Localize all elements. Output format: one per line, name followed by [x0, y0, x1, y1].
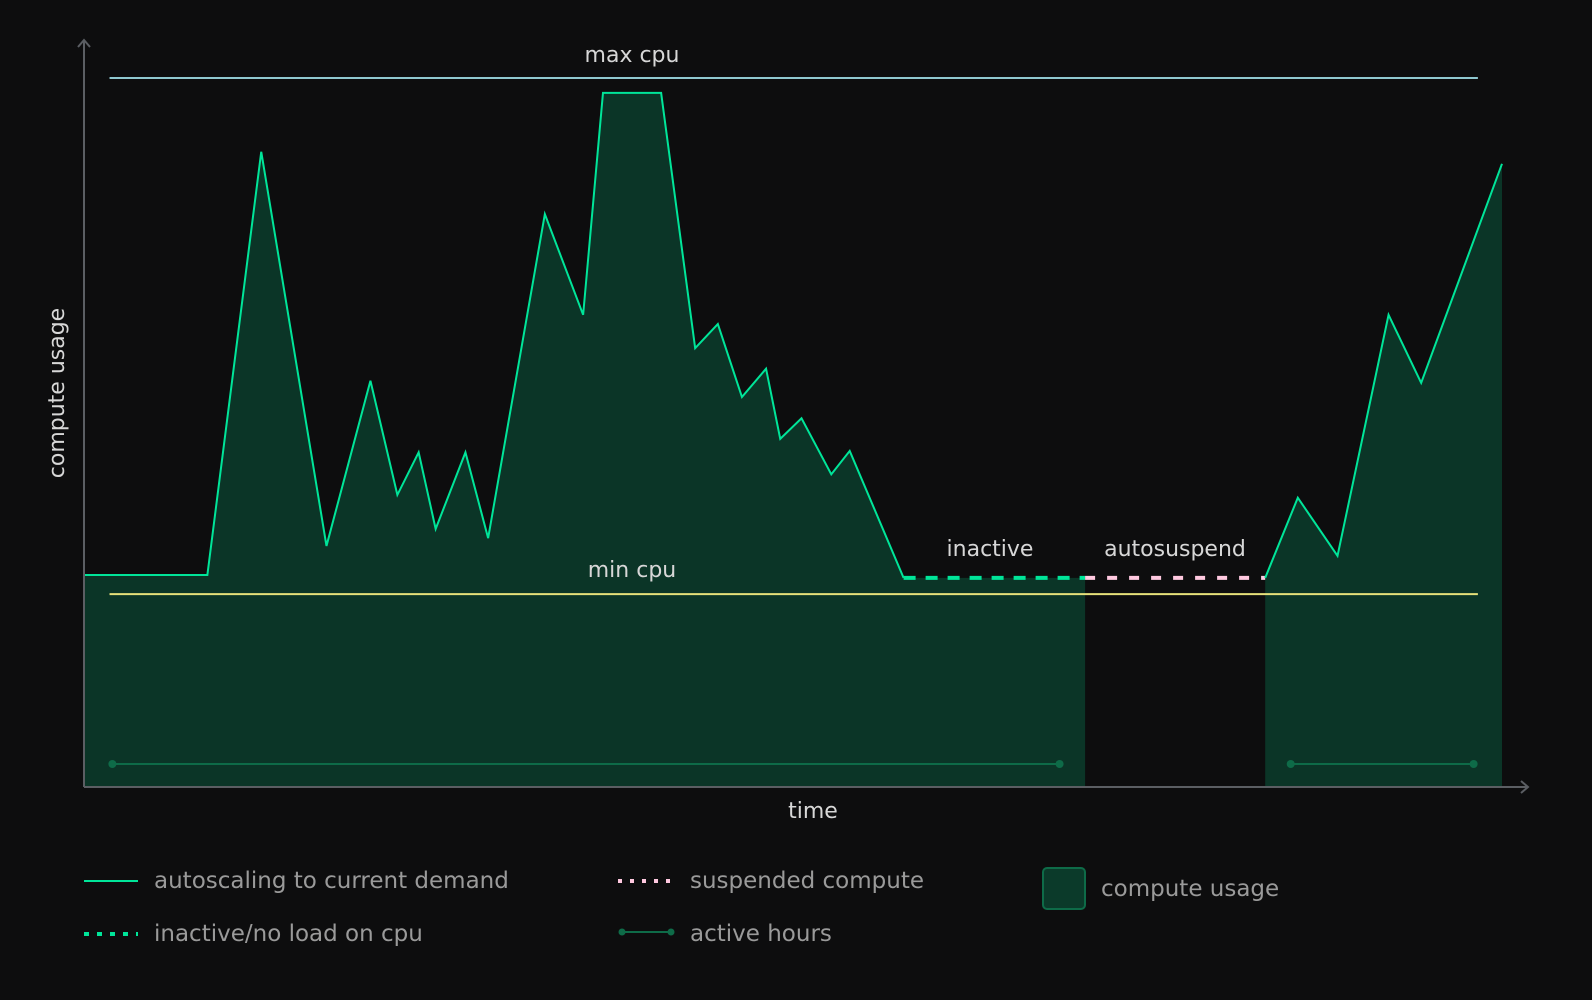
active-hours-endpoint: [1469, 760, 1478, 768]
legend-compute-usage-swatch: [1042, 867, 1086, 910]
compute-usage-area-1: [1265, 163, 1502, 787]
active-hours-endpoint: [108, 760, 117, 768]
legend-suspended: suspended compute: [690, 868, 924, 894]
legend-autoscaling: autoscaling to current demand: [154, 868, 509, 894]
legend: autoscaling to current demand inactive/n…: [84, 867, 1279, 947]
legend-compute-usage: compute usage: [1101, 876, 1279, 902]
inactive-annotation: inactive: [947, 537, 1034, 562]
legend-inactive: inactive/no load on cpu: [154, 921, 423, 947]
autosuspend-annotation: autosuspend: [1104, 537, 1246, 562]
series-autoscaling-resume: [1264, 163, 1503, 579]
series-autoscaling-to-current-demand: [84, 91, 905, 579]
x-axis-arrow-icon: [1520, 780, 1530, 794]
active-hours-endpoint: [1055, 760, 1064, 768]
min-cpu-label: min cpu: [588, 558, 676, 583]
compute-usage-area-0: [84, 92, 1086, 788]
y-axis-arrow-icon: [77, 38, 91, 48]
active-hours-endpoint: [1286, 760, 1295, 768]
max-cpu-label: max cpu: [585, 43, 680, 68]
compute-usage-fills: [84, 92, 1502, 788]
x-axis-label: time: [788, 799, 838, 824]
y-axis-label: compute usage: [45, 308, 70, 478]
legend-active-hours: active hours: [690, 921, 832, 947]
